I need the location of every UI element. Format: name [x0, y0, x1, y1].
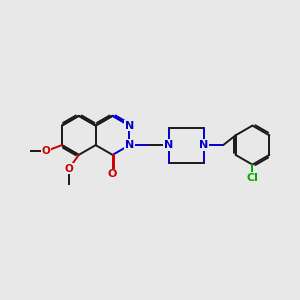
Text: O: O [42, 146, 51, 156]
Text: N: N [125, 121, 134, 130]
Text: Cl: Cl [247, 173, 258, 183]
Text: N: N [164, 140, 173, 150]
Text: O: O [65, 164, 74, 173]
Text: N: N [199, 140, 208, 150]
Text: O: O [108, 169, 117, 179]
Text: N: N [125, 140, 134, 150]
